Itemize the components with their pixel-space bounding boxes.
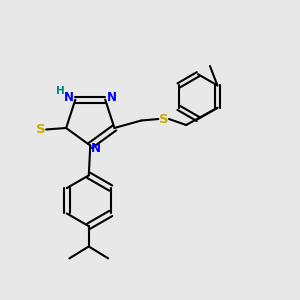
Text: S: S [36,123,46,136]
Text: N: N [64,91,74,104]
Text: N: N [91,142,101,155]
Text: S: S [159,112,169,125]
Text: N: N [107,91,117,104]
Text: H: H [56,85,65,96]
